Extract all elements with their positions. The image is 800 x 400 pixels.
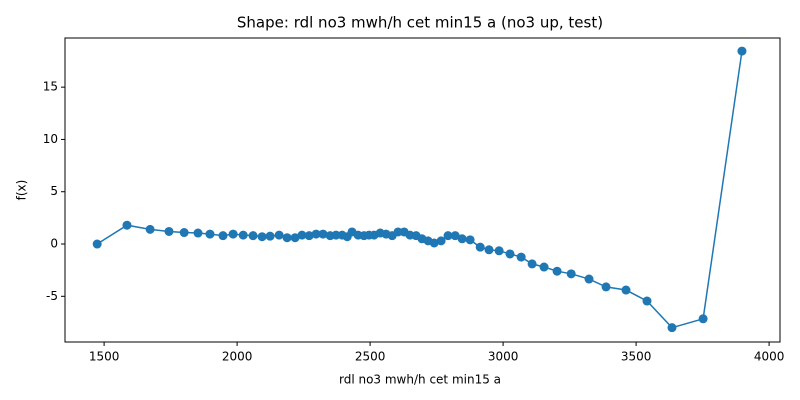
marker	[318, 229, 328, 239]
marker	[475, 242, 485, 252]
x-tick-label: 2500	[355, 350, 386, 364]
marker	[527, 259, 537, 269]
chart-title: Shape: rdl no3 mwh/h cet min15 a (no3 up…	[237, 14, 603, 32]
marker	[552, 266, 562, 276]
marker	[667, 323, 677, 333]
marker	[228, 229, 238, 239]
marker	[193, 228, 203, 238]
marker	[164, 226, 174, 236]
marker	[436, 236, 446, 246]
x-tick-label: 1500	[89, 350, 120, 364]
y-tick-label: -5	[46, 289, 58, 303]
marker	[92, 239, 102, 249]
x-tick-label: 3000	[488, 350, 519, 364]
y-tick-label: 5	[50, 184, 58, 198]
marker	[698, 314, 708, 324]
x-tick-label: 2000	[222, 350, 253, 364]
marker	[494, 246, 504, 256]
marker	[516, 252, 526, 262]
marker	[737, 46, 747, 56]
marker	[297, 230, 307, 240]
marker	[238, 230, 248, 240]
marker	[248, 231, 258, 241]
marker	[122, 220, 132, 230]
marker	[465, 235, 475, 245]
marker	[205, 229, 215, 239]
marker	[290, 233, 300, 243]
marker	[257, 232, 267, 242]
marker	[429, 238, 439, 248]
marker	[179, 228, 189, 238]
marker	[443, 231, 453, 241]
marker	[304, 231, 314, 241]
marker	[457, 234, 467, 244]
x-tick-label: 4000	[754, 350, 785, 364]
marker	[311, 229, 321, 239]
marker	[218, 231, 228, 241]
y-tick-label: 15	[43, 80, 58, 94]
marker	[274, 230, 284, 240]
marker	[282, 233, 292, 243]
plot-frame	[64, 37, 781, 343]
marker	[145, 224, 155, 234]
x-axis-label: rdl no3 mwh/h cet min15 a	[339, 373, 501, 387]
marker	[265, 231, 275, 241]
y-axis-label: f(x)	[15, 180, 29, 201]
marker	[601, 282, 611, 292]
marker	[642, 296, 652, 306]
marker	[621, 285, 631, 295]
marker	[584, 274, 594, 284]
y-tick-label: 0	[50, 237, 58, 251]
marker	[539, 262, 549, 272]
marker	[505, 249, 515, 259]
marker	[484, 245, 494, 255]
x-tick-label: 3500	[621, 350, 652, 364]
marker	[566, 269, 576, 279]
marker	[450, 231, 460, 241]
y-tick-label: 10	[43, 132, 58, 146]
